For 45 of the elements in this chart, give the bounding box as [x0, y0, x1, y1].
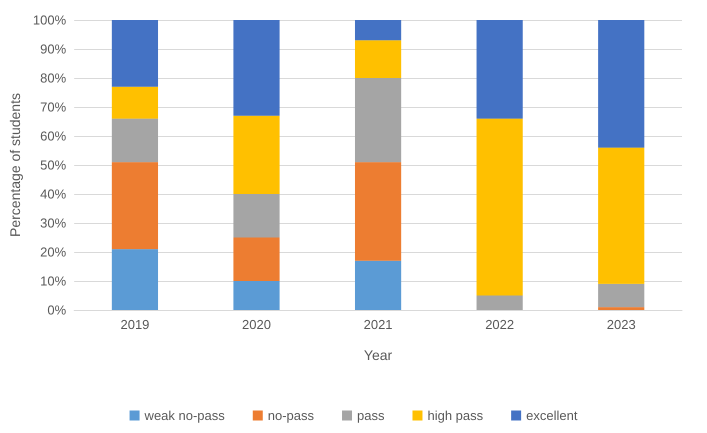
bar — [233, 281, 280, 310]
x-tick-label: 2019 — [120, 317, 150, 332]
y-tick-label: 40% — [40, 186, 67, 202]
x-axis-title: Year — [364, 347, 393, 363]
legend-label: high pass — [427, 408, 484, 423]
x-tick-label: 2021 — [364, 317, 393, 332]
y-tick-label: 30% — [40, 216, 67, 230]
bar — [354, 78, 402, 162]
y-tick-label: 60% — [40, 128, 67, 144]
bar — [112, 20, 158, 87]
y-tick-label: 90% — [40, 42, 67, 56]
bar — [476, 20, 523, 119]
bar — [233, 20, 280, 116]
bar — [476, 118, 523, 296]
bar — [354, 162, 402, 261]
bar — [354, 20, 402, 40]
bar — [354, 40, 402, 78]
bar — [112, 118, 158, 162]
y-tick-label: 100% — [32, 12, 67, 28]
y-tick-label: 20% — [40, 244, 67, 260]
legend-label: excellent — [526, 408, 578, 423]
bar — [112, 249, 158, 310]
bar — [354, 260, 402, 310]
legend-label: pass — [357, 408, 385, 423]
y-tick-label: 10% — [40, 274, 67, 288]
x-tick-label: 2023 — [606, 317, 636, 332]
bar — [112, 162, 158, 250]
bar — [598, 148, 644, 284]
bar — [233, 238, 280, 281]
y-axis-title: Percentage of students — [7, 93, 23, 237]
y-tick-label: 0% — [47, 302, 67, 318]
bar — [598, 307, 644, 310]
x-tick-label: 2022 — [485, 317, 514, 332]
y-tick-label: 80% — [40, 70, 67, 86]
bar — [598, 20, 644, 148]
x-tick-label: 2020 — [242, 317, 271, 332]
legend-label: weak no-pass — [144, 408, 226, 423]
bar — [233, 116, 280, 194]
bar — [233, 194, 280, 238]
bar — [598, 284, 644, 308]
bar — [476, 296, 523, 310]
bar — [112, 86, 158, 119]
y-tick-label: 50% — [40, 158, 67, 172]
y-tick-label: 70% — [40, 100, 67, 114]
legend-label: no-pass — [268, 408, 315, 423]
